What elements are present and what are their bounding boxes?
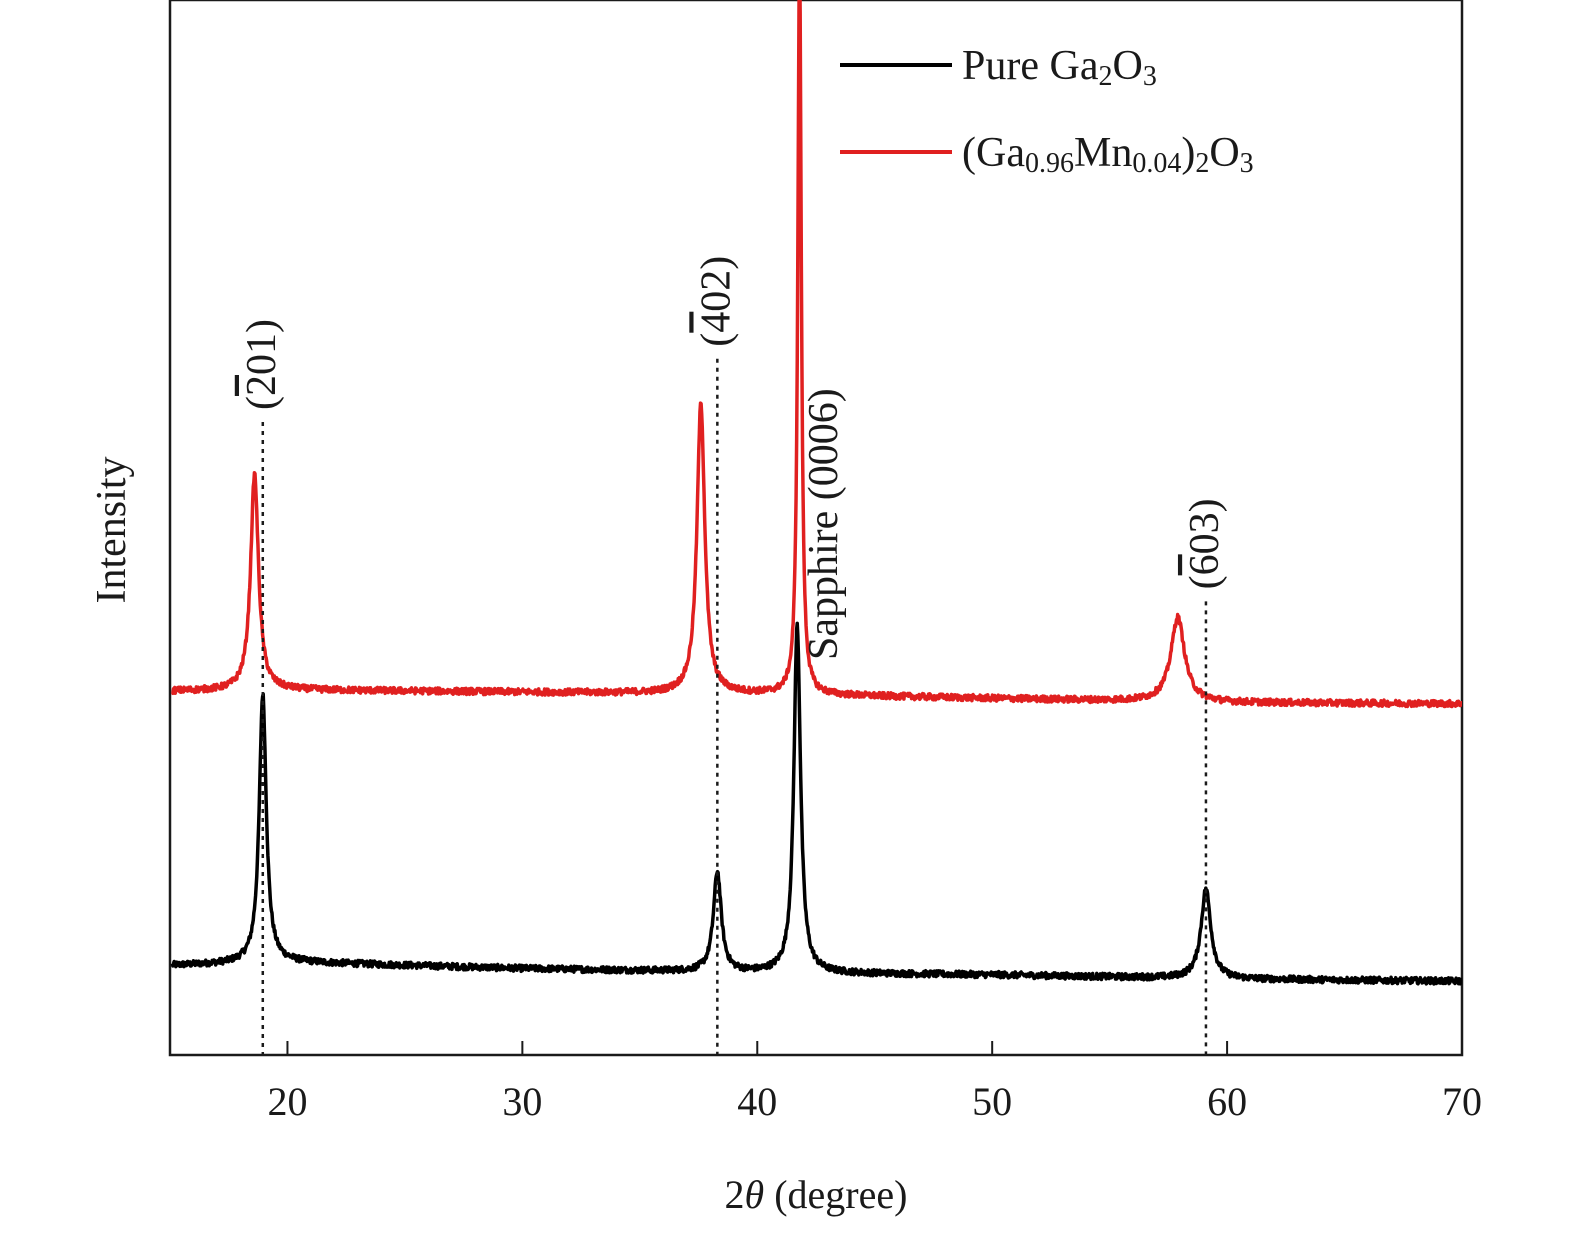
legend-label-0: Pure Ga2O3 xyxy=(962,43,1157,92)
y-axis-label: Intensity xyxy=(89,457,135,604)
legend-label-1: (Ga0.96Mn0.04)2O3 xyxy=(962,130,1254,179)
peak-label: (201) xyxy=(239,319,285,410)
x-tick-label: 50 xyxy=(972,1079,1012,1124)
annotation-label: Sapphire (0006) xyxy=(801,388,847,660)
x-tick-label: 30 xyxy=(502,1079,542,1124)
series-line-0 xyxy=(170,621,1462,986)
plot-frame xyxy=(168,0,1464,1057)
peak-label: (402) xyxy=(693,256,739,347)
x-tick-label: 20 xyxy=(267,1079,307,1124)
x-tick-label: 40 xyxy=(737,1079,777,1124)
x-axis-label: 2θ (degree) xyxy=(725,1172,908,1217)
x-tick-label: 70 xyxy=(1442,1079,1482,1124)
peak-label: (603) xyxy=(1182,498,1228,589)
series-line-1 xyxy=(170,0,1462,709)
x-tick-label: 60 xyxy=(1207,1079,1247,1124)
